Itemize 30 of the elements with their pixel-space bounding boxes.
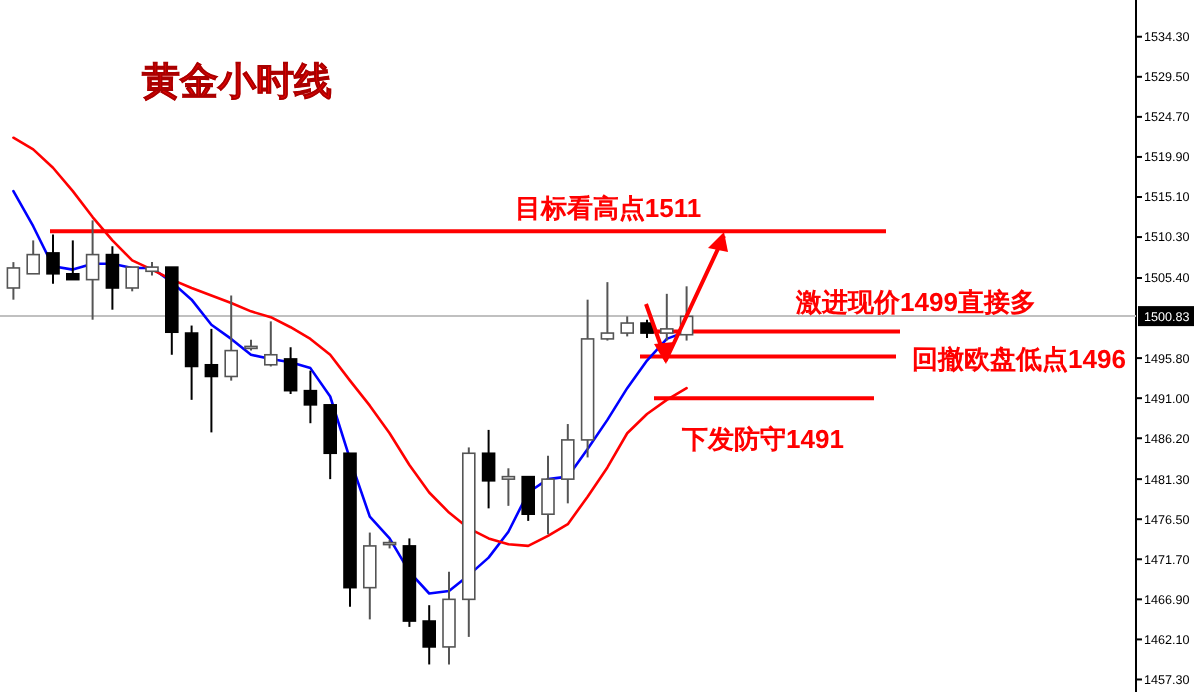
candlestick	[442, 570, 456, 666]
candlestick	[501, 467, 516, 507]
candlestick	[541, 454, 555, 536]
candlestick	[264, 320, 278, 368]
candlestick	[184, 324, 199, 401]
candlestick	[283, 346, 298, 395]
candlestick	[224, 294, 238, 382]
candlestick	[204, 327, 219, 434]
candlestick	[105, 245, 120, 311]
candlestick	[620, 315, 634, 338]
ref-line-label: 回撤欧盘低点1496	[912, 344, 1126, 375]
ref-line-label: 目标看高点1511	[514, 193, 702, 224]
candlestick	[521, 475, 535, 522]
candlestick	[26, 239, 40, 275]
candlestick	[303, 369, 318, 425]
candlestick	[46, 233, 60, 285]
ref-line-label: 激进现价1499直接多	[794, 287, 1036, 318]
candlestick	[363, 531, 377, 621]
ref-line-label: 下发防守1491	[680, 424, 844, 455]
candlestick	[561, 423, 575, 505]
candlestick	[422, 604, 436, 666]
candlestick	[66, 239, 80, 281]
candlestick	[640, 318, 654, 340]
candlestick	[660, 292, 674, 342]
candlestick	[600, 281, 615, 342]
text: 黄金小时线	[140, 60, 332, 104]
candlestick	[125, 266, 139, 293]
candlestick	[85, 219, 100, 321]
candlestick	[6, 261, 21, 301]
candlestick	[481, 428, 496, 510]
